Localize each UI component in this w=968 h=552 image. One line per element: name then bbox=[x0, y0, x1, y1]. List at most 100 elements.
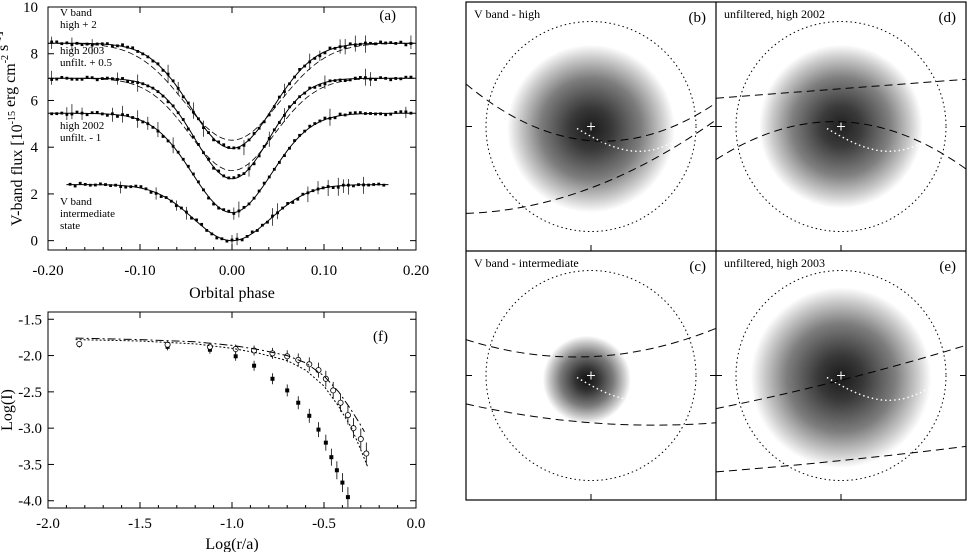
eclipse-shadow-line bbox=[465, 403, 717, 426]
data-point-unf2003 bbox=[55, 77, 59, 81]
data-point-open bbox=[330, 387, 337, 394]
data-point-unf2002 bbox=[222, 208, 226, 212]
y-tick-label: -3.5 bbox=[18, 457, 42, 473]
data-point-unf2003 bbox=[70, 77, 74, 81]
data-point-vhigh bbox=[80, 43, 84, 47]
data-point-vhigh bbox=[328, 46, 332, 50]
data-point-unf2002 bbox=[90, 111, 94, 115]
y-axis-title-superscript: -15 bbox=[7, 111, 18, 124]
data-point-unf2003 bbox=[394, 77, 398, 80]
y-tick-label: -2.0 bbox=[18, 349, 42, 365]
data-point-unf2003 bbox=[80, 77, 84, 81]
data-point-unf2003 bbox=[328, 79, 332, 83]
data-point-vhigh bbox=[197, 117, 200, 121]
data-point-vhigh bbox=[207, 131, 210, 135]
data-point-vint bbox=[114, 183, 118, 187]
data-point-filled bbox=[345, 495, 350, 500]
data-point-unf2003 bbox=[186, 127, 190, 131]
data-point-unf2002 bbox=[318, 119, 322, 123]
data-point-unf2002 bbox=[343, 113, 347, 117]
data-point-vint bbox=[180, 206, 183, 210]
y-axis-title-part: erg cm bbox=[2, 63, 19, 111]
data-point-vhigh bbox=[262, 120, 266, 124]
data-point-vint bbox=[159, 195, 163, 198]
data-point-unf2003 bbox=[131, 80, 135, 84]
data-point-vhigh bbox=[131, 46, 135, 50]
stream-trajectory bbox=[826, 127, 938, 153]
data-point-vhigh bbox=[121, 43, 124, 47]
y-tick-label: -3.0 bbox=[18, 421, 42, 437]
map-title: V band - high bbox=[474, 7, 540, 21]
data-point-vint bbox=[245, 235, 249, 238]
data-point-unf2003 bbox=[399, 77, 403, 81]
data-point-unf2003 bbox=[181, 118, 185, 121]
data-point-unf2003 bbox=[232, 176, 236, 180]
data-point-unf2002 bbox=[95, 110, 99, 114]
y-tick-label: -1.5 bbox=[18, 312, 42, 328]
data-point-unf2003 bbox=[90, 76, 94, 80]
data-point-open bbox=[76, 340, 83, 347]
light-curve-panel: -0.20 -0.10 0.00 0.10 0.20 0 2 4 6 8 10 Orbital pha… bbox=[0, 0, 429, 302]
data-point-vint bbox=[240, 238, 244, 242]
data-point-filled bbox=[334, 468, 339, 473]
data-point-vint bbox=[149, 190, 153, 194]
data-point-vint bbox=[99, 182, 102, 186]
x-tick-label: -1.5 bbox=[128, 516, 152, 532]
data-point-unf2003 bbox=[348, 78, 352, 82]
eclipse-shadow-line bbox=[715, 121, 967, 170]
data-point-unf2003 bbox=[308, 86, 312, 90]
panel-label-a: (a) bbox=[379, 8, 396, 24]
roche-lobe-outline bbox=[735, 270, 947, 481]
data-point-unf2003 bbox=[252, 162, 256, 166]
x-tick-label: -0.10 bbox=[124, 263, 155, 279]
curve-annotation: unfilt. + 0.5 bbox=[60, 57, 113, 69]
data-point-unf2003 bbox=[207, 157, 210, 161]
data-point-vhigh bbox=[181, 95, 185, 99]
data-point-unf2003 bbox=[141, 82, 145, 86]
data-point-vhigh bbox=[55, 40, 59, 44]
x-tick-label: 0.10 bbox=[311, 263, 337, 279]
data-point-vint bbox=[357, 183, 360, 187]
brightness-distribution bbox=[542, 335, 631, 424]
y-axis-title: V-band flux [10-15 erg cm-2 s-1] bbox=[0, 31, 26, 226]
data-point-vint bbox=[331, 186, 335, 189]
data-point-unf2003 bbox=[358, 76, 362, 79]
data-point-unf2003 bbox=[303, 91, 307, 95]
data-point-unf2002 bbox=[389, 112, 393, 116]
y-axis-title-part: s bbox=[0, 45, 12, 55]
data-point-vhigh bbox=[141, 52, 145, 56]
data-point-unf2002 bbox=[151, 125, 155, 129]
data-point-vint bbox=[164, 196, 168, 199]
y-tick-label: -2.5 bbox=[18, 385, 42, 401]
data-point-vint bbox=[104, 183, 107, 186]
y-axis-title-part: ] bbox=[0, 31, 5, 36]
data-point-unf2003 bbox=[384, 76, 388, 80]
data-point-vint bbox=[83, 182, 87, 186]
data-point-unf2002 bbox=[283, 154, 286, 158]
curve-annotation: V band bbox=[60, 7, 92, 19]
data-point-open bbox=[344, 412, 351, 419]
data-point-unf2003 bbox=[100, 77, 104, 80]
data-point-vhigh bbox=[217, 140, 221, 144]
data-point-unf2002 bbox=[166, 139, 170, 143]
data-point-unf2002 bbox=[267, 175, 271, 179]
data-point-vint bbox=[190, 216, 193, 220]
data-point-vint bbox=[169, 199, 173, 203]
data-point-vhigh bbox=[384, 41, 388, 45]
y-tick-label: 8 bbox=[31, 47, 39, 63]
panel-label-map: (e) bbox=[939, 259, 956, 275]
data-point-unf2003 bbox=[105, 76, 109, 80]
data-point-vhigh bbox=[136, 50, 140, 53]
data-point-unf2002 bbox=[242, 205, 246, 209]
curve-annotation: V band bbox=[60, 196, 92, 208]
data-point-unf2002 bbox=[374, 112, 377, 116]
data-point-vhigh bbox=[298, 68, 302, 71]
data-point-unf2002 bbox=[50, 112, 54, 116]
data-point-vhigh bbox=[126, 45, 129, 49]
data-point-unf2003 bbox=[75, 77, 79, 81]
data-point-vint bbox=[301, 192, 305, 196]
data-point-vhigh bbox=[303, 64, 307, 68]
data-point-vhigh bbox=[399, 40, 403, 44]
eclipse-map: unfiltered, high 2003 (e) bbox=[715, 256, 967, 500]
data-point-unf2002 bbox=[116, 114, 119, 118]
